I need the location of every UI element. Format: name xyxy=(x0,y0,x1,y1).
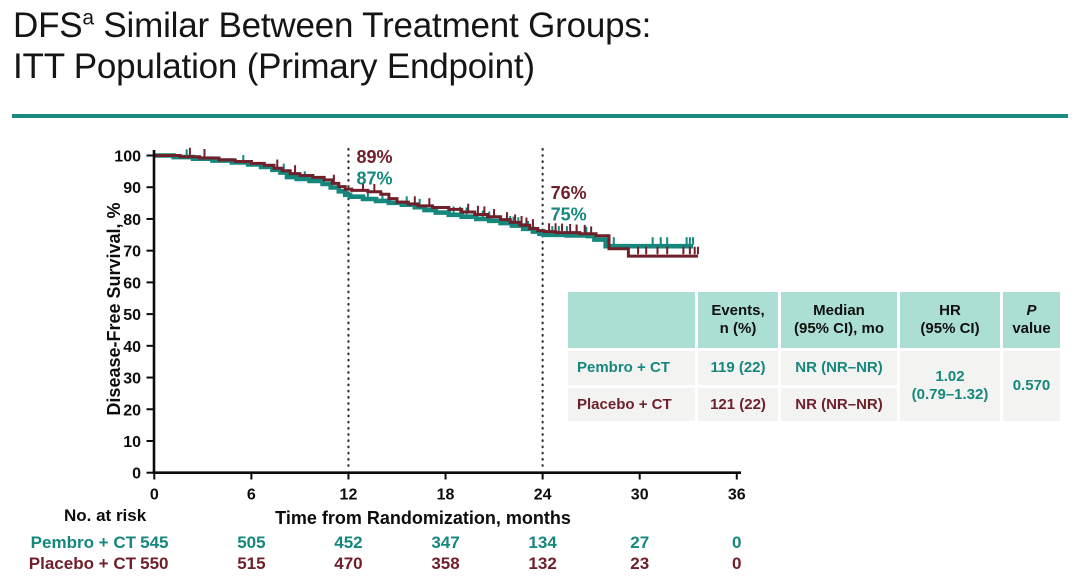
events-header-line1: Events, xyxy=(711,302,765,320)
at-risk-count: 470 xyxy=(334,554,362,573)
y-tick-label: 30 xyxy=(123,371,141,388)
y-tick-label: 0 xyxy=(132,466,141,483)
stats-header-pvalue: P value xyxy=(1003,292,1060,348)
km-curve-pembro xyxy=(154,153,694,249)
x-tick-label: 0 xyxy=(150,487,159,504)
title-footnote-marker: a xyxy=(82,6,94,30)
p-value-cell: 0.570 xyxy=(1003,351,1060,421)
x-tick-label: 30 xyxy=(631,487,649,504)
at-risk-count: 545 xyxy=(140,533,168,552)
y-axis-title: Disease-Free Survival, % xyxy=(104,202,124,415)
pembro-row-label: Pembro + CT xyxy=(568,351,695,385)
x-tick-label: 12 xyxy=(340,487,358,504)
slide-title: DFSa Similar Between Treatment Groups: I… xyxy=(13,5,651,87)
title-line1-rest: Similar Between Treatment Groups: xyxy=(93,6,652,45)
y-tick-label: 20 xyxy=(123,402,141,419)
no-at-risk-heading: No. at risk xyxy=(64,506,147,525)
y-tick-label: 40 xyxy=(123,339,141,356)
title-dfs: DFS xyxy=(13,6,83,45)
y-tick-label: 70 xyxy=(123,244,141,261)
at-risk-count: 347 xyxy=(431,533,459,552)
placebo-events-value: 121 (22) xyxy=(698,388,778,421)
at-risk-count: 27 xyxy=(630,533,649,552)
stats-table: Events, n (%) Median (95% CI), mo HR (95… xyxy=(568,292,1060,421)
milestone-label: 89% xyxy=(356,147,392,167)
placebo-row-label: Placebo + CT xyxy=(568,388,695,421)
stats-header-empty xyxy=(568,292,695,348)
y-tick-label: 10 xyxy=(123,434,141,451)
stats-header-events: Events, n (%) xyxy=(698,292,778,348)
at-risk-row-label: Pembro + CT xyxy=(31,533,137,552)
at-risk-count: 505 xyxy=(237,533,265,552)
hr-value-line2: (0.79–1.32) xyxy=(911,386,989,403)
x-tick-label: 18 xyxy=(437,487,455,504)
km-curve-placebo xyxy=(154,154,698,258)
at-risk-count: 550 xyxy=(140,554,168,573)
pembro-median-value: NR (NR–NR) xyxy=(781,351,897,385)
x-axis-title: Time from Randomization, months xyxy=(275,508,571,528)
milestone-label: 87% xyxy=(356,169,392,189)
y-tick-label: 80 xyxy=(123,212,141,229)
hr-header-line1: HR xyxy=(939,302,961,320)
y-tick-label: 50 xyxy=(123,307,141,324)
x-tick-label: 36 xyxy=(728,487,746,504)
median-header-line1: Median xyxy=(813,302,865,320)
at-risk-count: 132 xyxy=(528,554,556,573)
at-risk-row-label: Placebo + CT xyxy=(29,554,137,573)
title-divider-rule xyxy=(12,114,1068,118)
at-risk-count: 134 xyxy=(528,533,557,552)
slide-title-line1: DFSa Similar Between Treatment Groups: xyxy=(13,5,651,46)
p-header-line2: value xyxy=(1012,320,1051,337)
stats-header-hr: HR (95% CI) xyxy=(900,292,1000,348)
slide-title-line2: ITT Population (Primary Endpoint) xyxy=(13,47,535,86)
p-header-line1: P xyxy=(1026,302,1037,320)
y-tick-label: 100 xyxy=(114,149,141,166)
hr-value-cell: 1.02 (0.79–1.32) xyxy=(900,351,1000,421)
at-risk-count: 358 xyxy=(431,554,459,573)
at-risk-count: 0 xyxy=(732,533,741,552)
at-risk-count: 0 xyxy=(732,554,741,573)
pembro-events-value: 119 (22) xyxy=(698,351,778,385)
hr-value-line1: 1.02 xyxy=(935,368,965,386)
milestone-label: 75% xyxy=(551,205,587,225)
stats-header-median: Median (95% CI), mo xyxy=(781,292,897,348)
events-header-line2: n (%) xyxy=(719,320,757,337)
x-tick-label: 24 xyxy=(534,487,552,504)
at-risk-count: 515 xyxy=(237,554,265,573)
at-risk-count: 452 xyxy=(334,533,362,552)
x-tick-label: 6 xyxy=(247,487,256,504)
placebo-median-value: NR (NR–NR) xyxy=(781,388,897,421)
y-tick-label: 90 xyxy=(123,180,141,197)
median-header-line2: (95% CI), mo xyxy=(793,320,884,337)
at-risk-count: 23 xyxy=(630,554,649,573)
hr-header-line2: (95% CI) xyxy=(920,320,980,337)
y-tick-label: 60 xyxy=(123,275,141,292)
milestone-label: 76% xyxy=(551,183,587,203)
